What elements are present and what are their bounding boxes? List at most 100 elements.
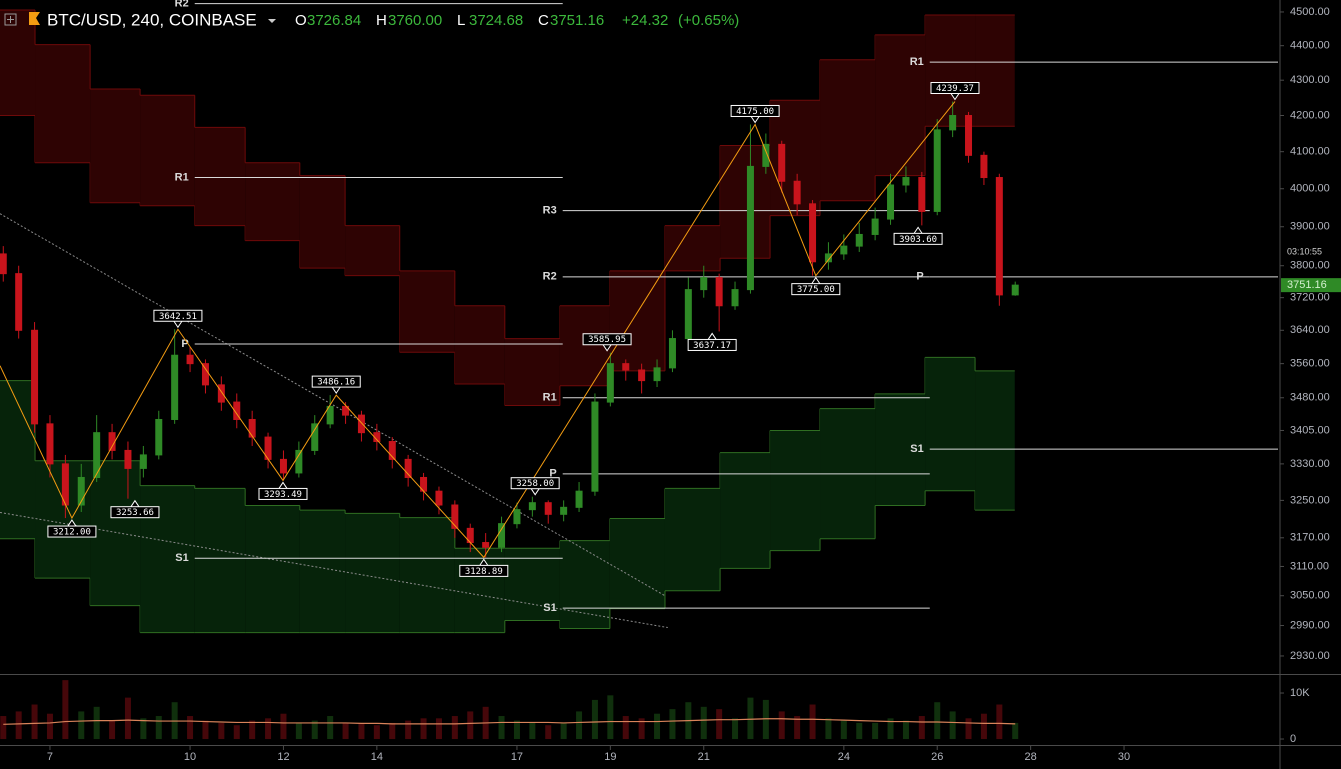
candle-body — [77, 476, 85, 506]
price-tag — [1281, 278, 1341, 293]
volume-bar — [622, 716, 629, 740]
pivot-marker — [602, 344, 612, 352]
volume-tick-label: 0 — [1290, 733, 1296, 745]
candle-body — [108, 432, 116, 451]
pivot-marker — [750, 116, 760, 124]
volume-bar — [0, 716, 7, 740]
candle-body — [498, 523, 506, 548]
volume-bar — [140, 718, 147, 740]
cloud-step — [504, 548, 560, 621]
candle-body — [622, 363, 630, 371]
cloud-step — [0, 380, 36, 539]
volume-bar — [700, 706, 707, 740]
pivot-marker — [173, 320, 183, 329]
candle-body — [326, 405, 334, 425]
candle-body — [513, 509, 521, 525]
cloud-step — [194, 488, 246, 633]
candle-body — [902, 177, 910, 186]
candle-body — [544, 502, 552, 515]
volume-bar — [809, 704, 816, 740]
layout-icon[interactable] — [4, 13, 17, 26]
candle-body — [591, 401, 599, 492]
cloud-step — [299, 510, 346, 633]
pivot-label-box — [110, 506, 160, 519]
pivot-label: 3293.49 — [264, 490, 302, 500]
candle-body — [31, 329, 39, 425]
pivot-level-label: S1 — [910, 443, 923, 455]
cloud-step — [194, 127, 246, 226]
volume-bar — [435, 718, 442, 740]
pivot-label: 3486.16 — [317, 378, 355, 388]
pivot-level-label: R3 — [543, 205, 557, 217]
y-tick-label: 4500.00 — [1290, 6, 1330, 18]
candle-body — [139, 454, 147, 469]
candle-body — [279, 458, 287, 474]
volume-bar — [467, 711, 474, 740]
candle-body — [762, 143, 770, 167]
candle-body — [248, 418, 256, 438]
candle-body — [233, 401, 241, 420]
cloud-step — [35, 44, 91, 163]
pivot-marker — [130, 499, 140, 507]
candle-body — [668, 338, 676, 369]
candle-body — [700, 277, 708, 291]
volume-bar — [265, 718, 272, 740]
pivot-label: 3642.51 — [159, 312, 197, 322]
candle-body — [980, 154, 988, 179]
volume-bar — [405, 720, 412, 740]
pivot-level-label: S1 — [175, 552, 188, 564]
candle-body — [201, 363, 209, 386]
pivot-label-box — [459, 564, 509, 577]
cloud-step — [345, 513, 400, 633]
candle-body — [357, 414, 365, 434]
volume-bar — [887, 718, 894, 740]
pivot-label: 3253.66 — [116, 508, 154, 518]
ohlc-value: 3760.00 — [388, 12, 442, 29]
cloud-step — [720, 452, 771, 569]
cloud-step — [925, 14, 976, 127]
pivot-level-label: R1 — [910, 56, 924, 68]
flag-icon[interactable] — [29, 12, 40, 25]
pivot-level-label: S1 — [543, 602, 556, 614]
symbol-dropdown[interactable] — [268, 19, 276, 23]
x-tick-label: 14 — [371, 751, 383, 763]
volume-bar — [311, 720, 318, 740]
symbol[interactable]: BTC/USD, 240, COINBASE — [47, 10, 257, 29]
pivot-marker — [67, 519, 77, 527]
cloud-step — [399, 517, 455, 633]
cloud-step — [925, 357, 976, 491]
x-tick-label: 19 — [604, 751, 616, 763]
pivot-marker — [331, 386, 341, 395]
volume-bar — [78, 711, 85, 740]
candle-body — [155, 418, 163, 456]
pivot-level-label: P — [916, 271, 923, 283]
cloud-step — [90, 88, 141, 203]
pivot-marker — [950, 93, 960, 101]
y-tick-label: 2930.00 — [1290, 650, 1330, 662]
pivot-label-box — [930, 82, 980, 95]
pivot-label: 3637.17 — [693, 341, 731, 351]
pivot-label-box — [687, 338, 737, 351]
candle-body — [311, 423, 319, 451]
candle-body — [918, 177, 926, 212]
y-tick-label: 3170.00 — [1290, 532, 1330, 544]
volume-bar — [187, 716, 194, 740]
cloud-step — [664, 225, 721, 271]
volume-bar — [15, 711, 22, 740]
pivot-level-label: R2 — [175, 0, 189, 10]
x-tick-label: 21 — [698, 751, 710, 763]
candle-body — [995, 177, 1003, 296]
axis-layer: 4500.00 4400.00 4300.00 4200.00 4100.00 4000.… — [47, 6, 1341, 763]
cloud-step — [245, 162, 300, 241]
front-layer: 3212.00 3253.66 3642.51 3293.49 3486.16 3128.… — [0, 82, 980, 577]
candle-body — [528, 502, 536, 511]
pivot-marker — [479, 558, 489, 566]
pivot-level-label: P — [181, 338, 188, 350]
candle-body — [965, 115, 973, 156]
volume-bar — [778, 711, 785, 740]
candle-body — [887, 184, 895, 220]
volume-bar — [980, 713, 987, 740]
cloud-step — [399, 270, 455, 353]
y-tick-label: 3900.00 — [1290, 221, 1330, 233]
